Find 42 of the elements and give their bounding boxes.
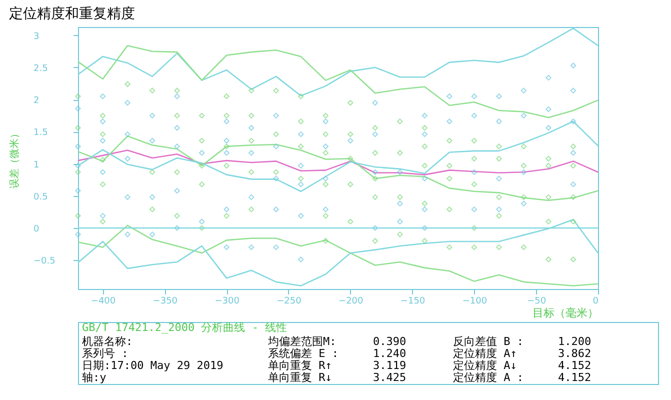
y-tick-label: 2 [34, 96, 40, 106]
y-tick-label: −0.5 [34, 256, 56, 267]
y-axis-title: 误差（微米） [8, 128, 20, 188]
text: 0.390 [373, 335, 406, 348]
text: 定位精度 A : [453, 371, 524, 384]
text: 3.862 [558, 347, 592, 360]
text: 单向重复 R↑ [268, 359, 332, 372]
text: 轴:y [82, 371, 107, 384]
x-tick-label: −350 [152, 296, 178, 306]
text: 系统偏差 E : [268, 347, 338, 360]
text: 4.152 [558, 359, 592, 372]
y-tick-label: 0 [34, 224, 40, 234]
x-tick-label: −200 [338, 296, 364, 306]
text: 日期:17:00 May 29 2019 [82, 359, 224, 372]
text: 机器名称: [82, 335, 133, 348]
text: 1.200 [558, 335, 592, 348]
text: 系列号 : [82, 347, 128, 360]
x-tick-label: 0 [592, 296, 599, 306]
chart-title: 定位精度和重复精度 [9, 6, 135, 22]
text: 单向重复 R↓ [268, 371, 332, 384]
text: 4.152 [558, 371, 592, 384]
text: 均偏差范围M: [267, 335, 336, 348]
text: GB/T 17421.2_2000 分析曲线 - 线性 [82, 321, 288, 334]
x-tick-label: −50 [527, 296, 546, 306]
x-tick-label: −250 [276, 296, 302, 306]
y-tick-label: 1 [34, 160, 40, 170]
x-axis-title: 目标（毫米） [532, 306, 598, 320]
x-tick-label: −100 [462, 296, 488, 306]
x-tick-label: −150 [400, 296, 426, 306]
y-tick-label: 0.5 [34, 192, 48, 202]
text: 3.119 [373, 359, 406, 372]
y-tick-label: 1.5 [34, 128, 48, 138]
x-tick-label: −300 [214, 296, 240, 306]
text: 定位精度 A↓ [453, 359, 517, 372]
y-tick-label: 2.5 [34, 64, 48, 74]
text: 1.240 [373, 347, 406, 360]
y-tick-label: 3 [34, 32, 40, 42]
x-tick-label: −400 [90, 296, 116, 306]
text: 定位精度 A↑ [453, 347, 517, 360]
text: 3.425 [373, 371, 406, 384]
line-series [77, 44, 599, 118]
text: 反向差值 B : [453, 335, 524, 348]
